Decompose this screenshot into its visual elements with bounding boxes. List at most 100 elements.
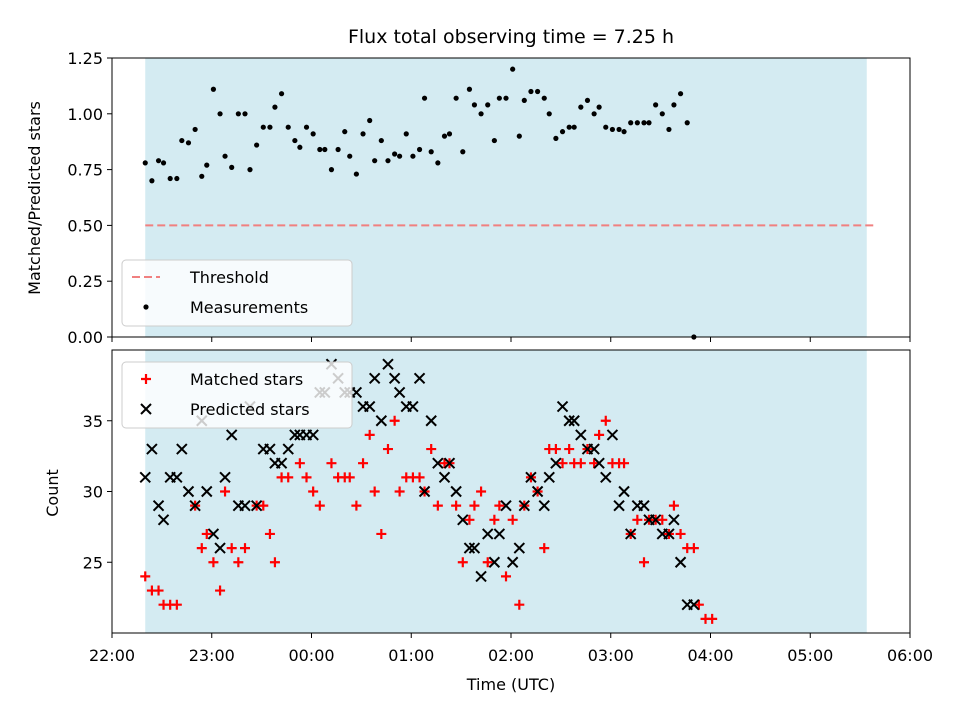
top-ytick-label: 0.25 — [67, 272, 103, 291]
measurement-point — [260, 124, 266, 130]
xtick-label: 04:00 — [687, 646, 733, 665]
predicted-point — [157, 514, 170, 526]
predicted-point — [425, 415, 437, 427]
predicted-point — [525, 471, 537, 484]
matched-point — [594, 429, 605, 440]
measurement-point — [378, 137, 384, 144]
measurement-point — [155, 158, 162, 164]
measurement-point — [453, 95, 459, 101]
predicted-point — [450, 485, 462, 498]
predicted-point — [363, 400, 376, 413]
measurement-point — [521, 97, 527, 104]
matched-point — [494, 500, 505, 511]
predicted-point — [239, 499, 251, 512]
measurement-point — [666, 126, 672, 133]
measurement-point — [242, 111, 248, 117]
legend-label: Measurements — [190, 298, 308, 317]
predicted-point — [152, 499, 165, 512]
matched-point — [351, 500, 362, 511]
predicted-point — [171, 471, 183, 484]
matched-point — [489, 514, 500, 525]
measurement-point — [628, 120, 634, 126]
predicted-point — [350, 386, 363, 399]
xtick-label: 05:00 — [787, 646, 833, 665]
measurement-point — [199, 173, 205, 179]
bottom-xlabel: Time (UTC) — [466, 675, 555, 694]
measurement-point — [392, 151, 398, 157]
predicted-point — [418, 485, 431, 498]
measurement-point — [516, 133, 522, 139]
chart-title: Flux total observing time = 7.25 h — [348, 26, 674, 48]
matched-point — [432, 500, 443, 511]
predicted-point — [176, 443, 188, 455]
measurement-point — [235, 111, 241, 117]
predicted-point — [506, 556, 519, 568]
matched-point — [308, 486, 319, 497]
matched-point — [314, 500, 325, 511]
predicted-point — [556, 400, 569, 413]
predicted-point — [214, 542, 226, 554]
top-ytick-label: 0.00 — [67, 328, 103, 347]
matched-point — [208, 557, 219, 568]
matched-point — [482, 557, 493, 568]
predicted-point — [264, 443, 276, 455]
measurement-point — [485, 102, 491, 108]
measurement-point — [217, 111, 223, 117]
predicted-point — [468, 542, 481, 554]
matched-point — [589, 458, 600, 469]
measurement-point — [621, 129, 627, 135]
predicted-point — [438, 471, 451, 484]
matched-point — [283, 472, 294, 483]
measurement-point — [142, 160, 148, 166]
matched-point — [668, 500, 679, 511]
xtick-label: 03:00 — [588, 646, 634, 665]
predicted-point — [201, 485, 213, 498]
matched-point — [457, 557, 468, 568]
matched-point — [258, 500, 269, 511]
predicted-point — [207, 528, 220, 540]
measurement-point — [446, 131, 453, 137]
measurement-point — [466, 86, 473, 92]
measurement-point — [653, 102, 659, 108]
predicted-point — [443, 457, 456, 469]
predicted-point — [488, 556, 501, 568]
legend-label: Predicted stars — [190, 400, 310, 419]
matched-point — [426, 444, 437, 455]
matched-point — [201, 528, 212, 539]
predicted-point — [493, 528, 506, 540]
measurement-point — [342, 129, 348, 135]
measurement-point — [192, 126, 198, 133]
measurement-point — [496, 95, 502, 101]
matched-point — [564, 444, 575, 455]
matched-point — [233, 557, 244, 568]
measurement-point — [471, 102, 478, 108]
matched-point — [464, 514, 475, 525]
matched-point — [600, 415, 611, 426]
measurement-point — [403, 131, 409, 137]
measurement-point — [596, 104, 602, 110]
predicted-point — [500, 499, 512, 512]
measurement-point — [646, 120, 652, 126]
legend-predicted-key — [140, 403, 152, 415]
matched-point — [389, 415, 400, 426]
measurement-point — [204, 162, 210, 168]
matched-point — [657, 514, 668, 525]
predicted-point — [550, 457, 562, 469]
predicted-point — [182, 485, 195, 498]
measurement-point — [460, 149, 466, 155]
predicted-point — [538, 499, 550, 512]
measurement-point — [478, 111, 484, 117]
measurement-point — [335, 146, 341, 153]
measurement-point — [210, 86, 217, 92]
measurement-point — [397, 153, 403, 159]
xtick-label: 02:00 — [488, 646, 534, 665]
top-legend: Threshold Measurements — [121, 259, 353, 327]
matched-point — [501, 571, 512, 582]
predicted-point — [649, 514, 662, 526]
top-panel: 0.00 0.25 0.50 0.75 1.00 1.25 Threshold Measure… — [67, 49, 911, 347]
predicted-point — [275, 457, 288, 469]
measurement-point — [272, 104, 278, 110]
measurement-point — [503, 95, 509, 101]
measurement-point — [616, 126, 622, 133]
measurement-point — [267, 124, 273, 130]
